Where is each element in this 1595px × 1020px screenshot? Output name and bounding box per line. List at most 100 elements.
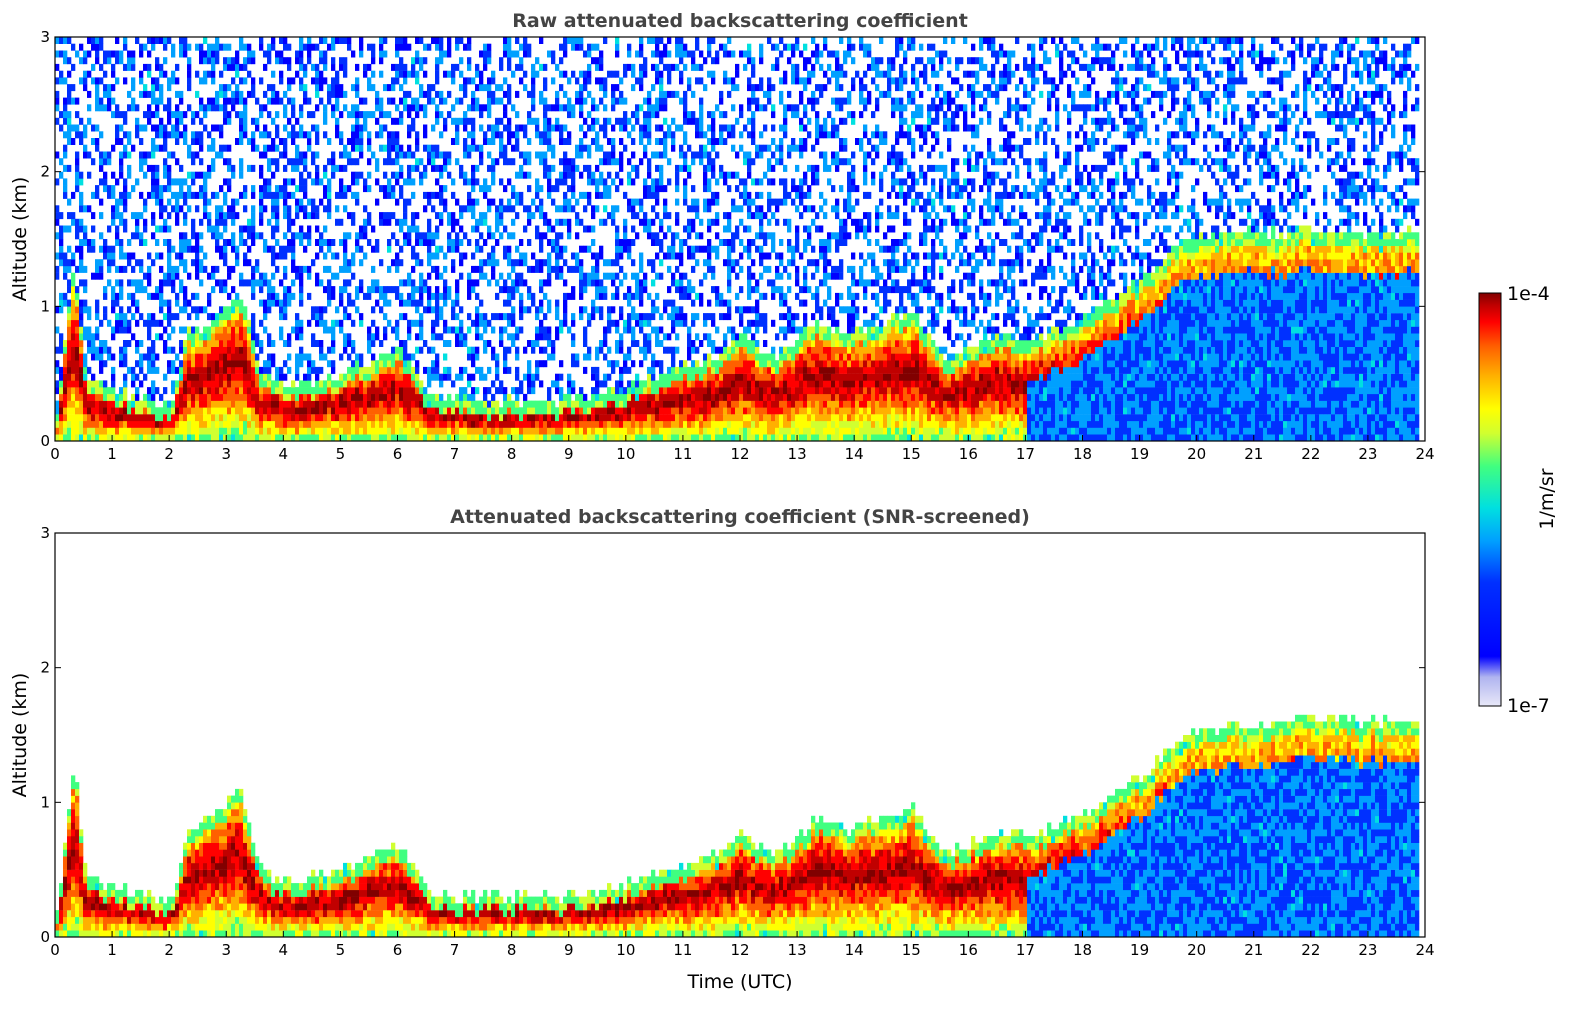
heatmap-cell	[79, 172, 83, 179]
heatmap-cell	[223, 306, 227, 313]
heatmap-cell	[651, 360, 655, 367]
heatmap-cell	[71, 64, 75, 71]
heatmap-cell	[115, 434, 119, 441]
heatmap-cell	[279, 414, 283, 421]
heatmap-cell	[355, 407, 359, 414]
heatmap-cell	[275, 293, 279, 300]
heatmap-cell	[435, 333, 439, 340]
heatmap-cell	[87, 380, 91, 387]
heatmap-cell	[571, 158, 575, 165]
heatmap-cell	[123, 360, 127, 367]
heatmap-cell	[207, 367, 211, 374]
heatmap-cell	[527, 407, 531, 414]
heatmap-cell	[623, 98, 627, 105]
heatmap-cell	[131, 401, 135, 408]
heatmap-cell	[187, 354, 191, 361]
heatmap-cell	[283, 199, 287, 206]
heatmap-cell	[211, 374, 215, 381]
heatmap-cell	[655, 71, 659, 78]
heatmap-cell	[595, 387, 599, 394]
heatmap-cell	[167, 407, 171, 414]
heatmap-cell	[467, 192, 471, 199]
heatmap-cell	[127, 327, 131, 334]
heatmap-cell	[295, 205, 299, 212]
heatmap-cell	[595, 104, 599, 111]
heatmap-cell	[127, 131, 131, 138]
heatmap-cell	[571, 111, 575, 118]
heatmap-cell	[507, 199, 511, 206]
heatmap-cell	[399, 300, 403, 307]
heatmap-cell	[315, 205, 319, 212]
heatmap-cell	[299, 380, 303, 387]
heatmap-cell	[231, 333, 235, 340]
heatmap-cell	[603, 192, 607, 199]
heatmap-cell	[195, 111, 199, 118]
heatmap-cell	[215, 340, 219, 347]
heatmap-cell	[395, 354, 399, 361]
heatmap-cell	[163, 57, 167, 64]
heatmap-cell	[383, 300, 387, 307]
heatmap-cell	[471, 354, 475, 361]
heatmap-cell	[391, 360, 395, 367]
heatmap-cell	[291, 293, 295, 300]
heatmap-cell	[235, 340, 239, 347]
heatmap-cell	[275, 239, 279, 246]
heatmap-cell	[399, 57, 403, 64]
heatmap-cell	[563, 158, 567, 165]
heatmap-cell	[495, 259, 499, 266]
heatmap-cell	[371, 434, 375, 441]
heatmap-cell	[627, 239, 631, 246]
heatmap-cell	[139, 192, 143, 199]
heatmap-cell	[395, 199, 399, 206]
heatmap-cell	[479, 401, 483, 408]
heatmap-cell	[171, 152, 175, 159]
heatmap-cell	[483, 428, 487, 435]
heatmap-cell	[587, 178, 591, 185]
heatmap-cell	[559, 219, 563, 226]
heatmap-cell	[83, 306, 87, 313]
heatmap-cell	[551, 226, 555, 233]
heatmap-cell	[75, 172, 79, 179]
heatmap-cell	[467, 414, 471, 421]
heatmap-cell	[639, 279, 643, 286]
heatmap-cell	[655, 64, 659, 71]
heatmap-cell	[291, 158, 295, 165]
heatmap-cell	[111, 145, 115, 152]
heatmap-cell	[179, 414, 183, 421]
heatmap-cell	[191, 421, 195, 428]
heatmap-cell	[479, 414, 483, 421]
heatmap-cell	[211, 367, 215, 374]
heatmap-cell	[579, 293, 583, 300]
heatmap-cell	[479, 259, 483, 266]
heatmap-cell	[519, 279, 523, 286]
heatmap-cell	[471, 360, 475, 367]
heatmap-cell	[215, 313, 219, 320]
heatmap-cell	[443, 421, 447, 428]
heatmap-cell	[483, 44, 487, 51]
heatmap-cell	[447, 394, 451, 401]
heatmap-cell	[271, 354, 275, 361]
heatmap-cell	[299, 320, 303, 327]
heatmap-cell	[371, 246, 375, 253]
heatmap-cell	[599, 51, 603, 58]
heatmap-cell	[427, 84, 431, 91]
heatmap-cell	[463, 44, 467, 51]
heatmap-cell	[215, 347, 219, 354]
heatmap-cell	[339, 138, 343, 145]
heatmap-cell	[415, 414, 419, 421]
heatmap-cell	[87, 407, 91, 414]
heatmap-cell	[483, 64, 487, 71]
heatmap-cell	[523, 407, 527, 414]
heatmap-cell	[567, 104, 571, 111]
heatmap-cell	[171, 421, 175, 428]
heatmap-cell	[191, 232, 195, 239]
heatmap-cell	[175, 293, 179, 300]
heatmap-cell	[295, 327, 299, 334]
heatmap-cell	[263, 401, 267, 408]
heatmap-cell	[327, 414, 331, 421]
heatmap-cell	[535, 125, 539, 132]
heatmap-cell	[255, 354, 259, 361]
heatmap-cell	[223, 380, 227, 387]
heatmap-cell	[67, 401, 71, 408]
heatmap-cell	[507, 64, 511, 71]
